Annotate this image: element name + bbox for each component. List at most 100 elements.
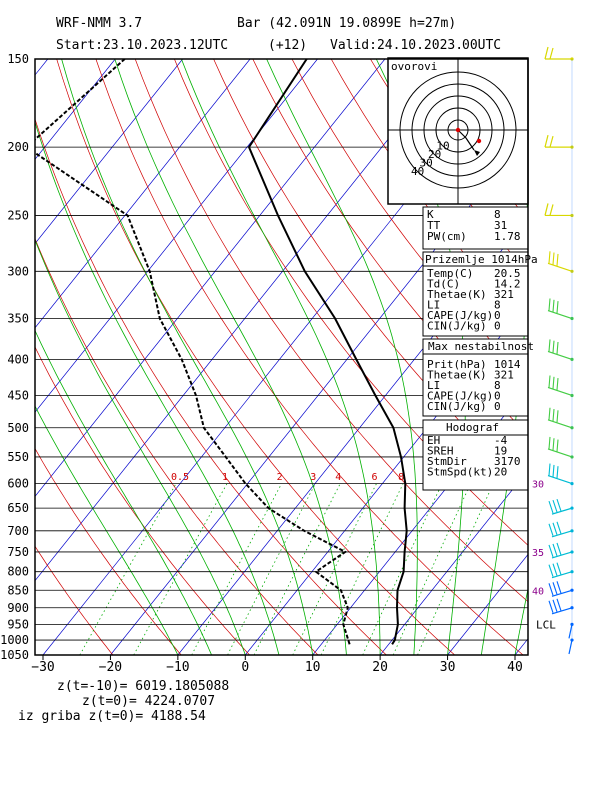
axis-ticks: −30 −20 −10 0 10 20 30 40 [31, 655, 523, 675]
wind-barb-feather [548, 375, 551, 388]
temperature-tick-label: 20 [372, 660, 388, 675]
wind-barb-flag [544, 203, 549, 216]
wind-barb [568, 622, 574, 639]
hodograph-ring-label: 20 [428, 148, 441, 161]
wind-barb-feather [556, 562, 562, 575]
wind-barb [548, 598, 574, 615]
hodograph-storm-dot [476, 138, 482, 144]
pressure-tick-label: 450 [7, 389, 29, 403]
wind-barb-feather [548, 600, 554, 613]
wind-barb-shaft [551, 589, 573, 597]
hodograph-stat-row-value: 19 [494, 445, 507, 458]
wind-barb-feather [552, 409, 555, 422]
hodograph-stat-row-key: EH [427, 434, 440, 447]
wind-barb-shaft [568, 639, 573, 655]
wind-barb-point [570, 426, 574, 430]
surface-row-value: 0 [494, 320, 501, 333]
wind-barb-feather [548, 523, 554, 536]
surface-row-value: 0 [494, 309, 501, 322]
start-date: Start:23.10.2023. [56, 38, 189, 53]
wind-barb-feather [548, 544, 554, 558]
wind-barb-point [570, 269, 574, 273]
wind-barb [547, 407, 574, 430]
pressure-tick-label: 300 [7, 264, 29, 278]
wind-barb-shaft [547, 350, 573, 360]
pressure-tick-label: 350 [7, 312, 29, 326]
instability-row-key: Thetae(K) [427, 369, 487, 382]
wind-barb-feather [556, 341, 559, 355]
surface-row-key: CIN(J/kg) [427, 320, 487, 333]
isotherm-line [35, 59, 183, 245]
wind-barb-flag [544, 134, 549, 148]
wind-barb-point [570, 588, 574, 592]
wind-barb-feather [556, 253, 559, 266]
mixing-ratio-label: 6 [372, 472, 378, 483]
mixing-ratio-label: 4 [335, 472, 341, 483]
isotherm-line [35, 59, 453, 582]
wind-barb-shaft [547, 309, 573, 320]
isotherm-line [35, 59, 318, 413]
wind-barb-feather [548, 500, 554, 514]
instability-row-key: Prit(hPa) [427, 358, 487, 371]
wind-barb-feather [552, 299, 555, 312]
height-zero: z(t=0)= 4224.0707 [82, 694, 215, 709]
instability-row-value: 8 [494, 379, 501, 392]
index-panel [422, 206, 529, 250]
instability-row-key: CIN(J/kg) [427, 400, 487, 413]
wind-barb [548, 498, 574, 515]
wind-barb-shaft [547, 262, 573, 272]
surface-row-key: Thetae(K) [427, 288, 487, 301]
wind-barb-point [570, 145, 574, 149]
mixing-ratio-line [253, 483, 341, 655]
height-minus10: z(t=-10)= 6019.1805088 [57, 679, 229, 694]
wind-barb [548, 521, 574, 538]
hodograph-stat-row-value: 3170 [494, 455, 521, 468]
wind-barb-feather [552, 499, 558, 513]
height-zero-grib: iz griba z(t=0)= 4188.54 [18, 709, 206, 724]
wind-barb-label: LCL [536, 618, 556, 631]
wind-barb-feather [552, 376, 555, 389]
wind-barb [548, 581, 574, 597]
wind-barb-point [570, 481, 574, 486]
mixing-ratio-labels: 0.5 1 2 3 4 6 8 [171, 472, 404, 483]
wind-barb-feather [552, 340, 555, 353]
wind-barb [544, 134, 574, 149]
wind-barb-feather [548, 298, 551, 311]
wind-barb-feather [552, 252, 555, 265]
wind-barb [544, 46, 574, 61]
valid-hour: 00UTC [462, 38, 501, 53]
pressure-tick-label: 950 [7, 617, 29, 631]
wind-barb-feather [548, 407, 551, 420]
hodograph-stats-title: Hodograf [446, 421, 499, 434]
instability-row-key: CAPE(J/kg) [427, 390, 493, 403]
hodograph-ring-label: 10 [436, 140, 449, 153]
surface-row-key: Td(C) [427, 278, 460, 291]
pressure-tick-label: 900 [7, 601, 29, 615]
isotherm-line [35, 59, 116, 160]
wind-barb-point [570, 316, 574, 321]
temperature-tick-label: −20 [99, 660, 122, 675]
mixing-ratio-line [320, 483, 404, 655]
wind-barb [568, 638, 574, 655]
hodograph-stat-row-key: StmDir [427, 455, 467, 468]
isotherm-line [447, 553, 528, 655]
mixing-ratio-label: 1 [222, 472, 228, 483]
pressure-tick-label: 850 [7, 583, 29, 597]
wind-barb [548, 562, 574, 579]
forecast-offset: (+12) [268, 38, 307, 53]
wind-barb-feather [556, 378, 559, 391]
wind-barb-feather [548, 463, 551, 476]
surface-row-key: LI [427, 299, 440, 312]
instability-row-value: 1014 [494, 358, 521, 371]
isotherm-line [35, 59, 386, 497]
wind-barb-shaft [547, 386, 573, 397]
mixing-ratio-label: 0.5 [171, 472, 189, 483]
pressure-tick-label: 750 [7, 545, 29, 559]
wind-barb [547, 339, 574, 362]
wind-barb-feather [548, 251, 551, 264]
surface-row-value: 20.5 [494, 267, 521, 280]
instability-panel-title: Max nestabilnost [428, 340, 534, 353]
wind-barb-point [570, 638, 574, 642]
